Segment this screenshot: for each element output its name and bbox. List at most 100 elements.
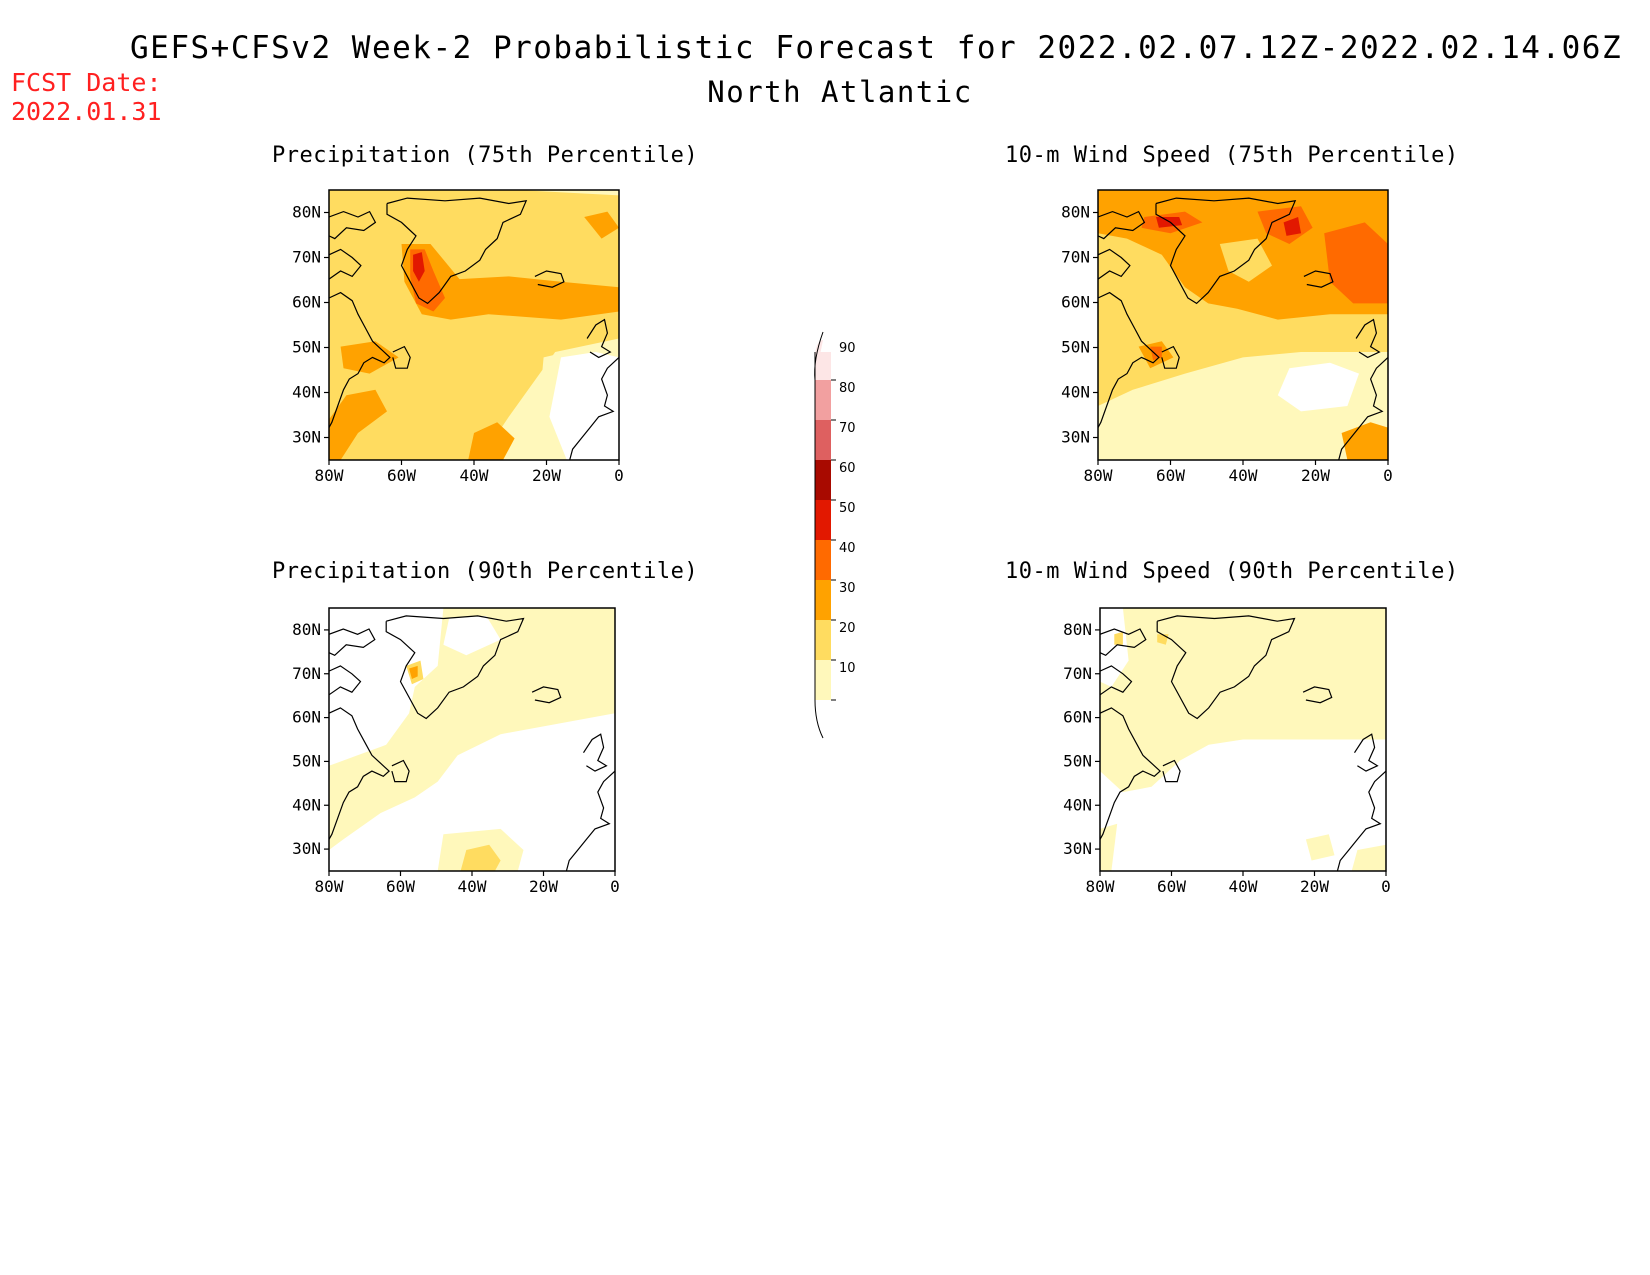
coastline — [329, 628, 376, 657]
colorbar-swatch — [815, 540, 831, 580]
map-plot-area: 80N 70N 60N 50N 40N 30N 80W 60W 40W 20W 0 — [1063, 607, 1391, 896]
coastline — [329, 291, 391, 428]
coastline — [586, 318, 612, 359]
coastline — [569, 356, 619, 460]
panel-title-wind-90: 10-m Wind Speed (90th Percentile) — [1005, 559, 1459, 584]
lon-tick-label: 20W — [532, 466, 561, 485]
lon-tick-label: 80W — [1086, 877, 1115, 896]
forecast-date-value: 2022.01.31 — [11, 97, 162, 126]
coastline — [1355, 318, 1381, 359]
lat-tick-label: 80N — [292, 203, 321, 222]
lon-tick-label: 60W — [387, 466, 416, 485]
colorbar-swatch — [815, 420, 831, 460]
probability-contour — [1114, 631, 1123, 645]
map-plot-area: 80N 70N 60N 50N 40N 30N 80W 60W 40W 20W 0 — [292, 607, 620, 896]
coastline — [1155, 197, 1297, 305]
panel-title-precip-75: Precipitation (75th Percentile) — [272, 143, 699, 168]
coastline — [534, 270, 565, 288]
probability-contour — [460, 844, 501, 871]
colorbar-swatch — [815, 380, 831, 420]
colorbar-swatch — [815, 500, 831, 540]
lon-tick-label: 0 — [614, 466, 624, 485]
lat-tick-label: 60N — [292, 708, 321, 727]
lat-tick-label: 70N — [292, 664, 321, 683]
panel-title-wind-75: 10-m Wind Speed (75th Percentile) — [1005, 143, 1459, 168]
probability-contour — [401, 244, 619, 320]
coastline — [1156, 615, 1296, 720]
lat-tick-label: 50N — [292, 751, 321, 770]
probability-contour — [563, 608, 615, 687]
lon-tick-label: 80W — [315, 877, 344, 896]
map-wind-90: 80N 70N 60N 50N 40N 30N 80W 60W 40W 20W 0 — [1063, 607, 1391, 896]
main-title: GEFS+CFSv2 Week-2 Probabilistic Forecast… — [130, 30, 1623, 66]
probability-contour — [1100, 608, 1386, 793]
lon-tick-label: 60W — [386, 877, 415, 896]
probability-contour — [584, 211, 619, 239]
map-plot-area: 80N 70N 60N 50N 40N 30N 80W 60W 40W 20W 0 — [1061, 189, 1393, 485]
probability-contour — [1156, 217, 1183, 228]
lon-tick-label: 40W — [1229, 877, 1258, 896]
lon-tick-label: 0 — [1383, 466, 1393, 485]
coastline — [1353, 733, 1379, 772]
coastline — [392, 345, 411, 369]
colorbar-swatch — [815, 460, 831, 500]
probability-contour — [1100, 823, 1118, 871]
coastline — [582, 733, 608, 772]
lat-tick-label: 50N — [292, 338, 321, 357]
lat-tick-label: 60N — [1061, 293, 1090, 312]
lat-tick-label: 30N — [1063, 839, 1092, 858]
colorbar-label: 20 — [839, 621, 856, 636]
coastline — [531, 686, 562, 704]
colorbar-label: 10 — [839, 661, 856, 676]
lat-tick-label: 40N — [292, 383, 321, 402]
coastline — [386, 197, 528, 305]
coastline — [329, 707, 390, 840]
lon-tick-label: 20W — [529, 877, 558, 896]
colorbar-outline — [814, 699, 824, 739]
coastline — [1162, 759, 1181, 783]
probability-contour — [1305, 834, 1335, 861]
colorbar-label: 70 — [839, 421, 856, 436]
lon-tick-label: 80W — [315, 466, 344, 485]
lat-tick-label: 70N — [1061, 248, 1090, 267]
lon-tick-label: 20W — [1301, 466, 1330, 485]
colorbar-label: 30 — [839, 581, 856, 596]
colorbar-label: 90 — [839, 341, 856, 356]
lat-tick-label: 30N — [1061, 428, 1090, 447]
coastline — [1302, 686, 1333, 704]
coastline — [1098, 248, 1131, 280]
map-precip-75: 80N 70N 60N 50N 40N 30N 80W 60W 40W 20W 0 — [292, 189, 624, 485]
coastline — [1100, 628, 1147, 657]
coastline — [1098, 210, 1146, 240]
lon-tick-label: 20W — [1300, 877, 1329, 896]
probability-contour — [1283, 217, 1301, 236]
lat-tick-label: 80N — [1063, 620, 1092, 639]
lat-tick-label: 40N — [1063, 795, 1092, 814]
probability-contour — [443, 615, 501, 656]
colorbar-label: 40 — [839, 541, 856, 556]
probability-contour — [468, 422, 515, 460]
map-wind-75: 80N 70N 60N 50N 40N 30N 80W 60W 40W 20W 0 — [1061, 189, 1393, 485]
lon-tick-label: 40W — [460, 466, 489, 485]
forecast-date-block: FCST Date: 2022.01.31 — [11, 68, 162, 126]
lon-tick-label: 40W — [1229, 466, 1258, 485]
lon-tick-label: 60W — [1156, 466, 1185, 485]
probability-contour — [1341, 422, 1388, 460]
probability-contour — [1277, 362, 1359, 412]
panel-title-precip-90: Precipitation (90th Percentile) — [272, 559, 699, 584]
coastline — [329, 210, 377, 240]
coastline — [1303, 270, 1334, 288]
lon-tick-label: 80W — [1084, 466, 1113, 485]
lat-tick-label: 60N — [292, 293, 321, 312]
probability-contour — [1351, 844, 1386, 871]
forecast-date-label: FCST Date: — [11, 68, 162, 97]
colorbar-swatch — [815, 620, 831, 660]
lat-tick-label: 40N — [1061, 383, 1090, 402]
colorbar-label: 50 — [839, 501, 856, 516]
lat-tick-label: 50N — [1061, 338, 1090, 357]
lon-tick-label: 40W — [458, 877, 487, 896]
map-precip-90: 80N 70N 60N 50N 40N 30N 80W 60W 40W 20W 0 — [292, 607, 620, 896]
lat-tick-label: 70N — [1063, 664, 1092, 683]
lon-tick-label: 60W — [1157, 877, 1186, 896]
colorbar-swatch — [815, 580, 831, 620]
